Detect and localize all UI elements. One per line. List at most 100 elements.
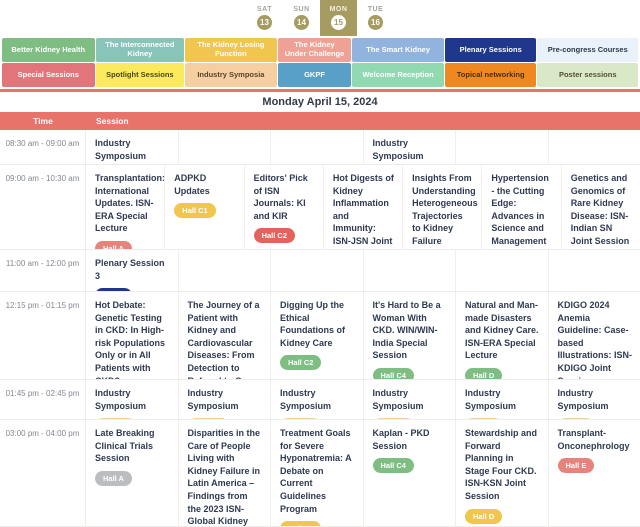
date-tab-sun[interactable]: SUN 14 [283,0,320,36]
legend-chip-gkpf: GKPF [277,63,352,87]
empty-cell [364,250,456,291]
hall-badge: Hall D [465,367,503,379]
session-cell[interactable]: Natural and Man-made Disasters and Kidne… [456,292,549,379]
row-cells: Late Breaking Clinical Trials Session Ha… [86,420,640,526]
empty-cell [456,130,549,164]
hall-badge: Hall A [95,470,132,486]
hall-badge: Hall C2 [253,228,295,244]
col-header-session: Session [96,116,129,126]
session-cell[interactable]: Transplantation: International Updates. … [86,165,166,249]
session-title: Industry Symposium [557,388,609,411]
session-cell[interactable]: Hot Debate: Genetic Testing in CKD: In H… [86,292,179,379]
hall-badge: Hall C3 [280,418,322,419]
date-tab-mon-selected[interactable]: MON 15 [320,0,357,36]
legend-row-2: Special Sessions Spotlight Sessions Indu… [2,63,638,87]
hall-badge: Hall C4 [372,367,414,379]
session-cell[interactable]: Industry Symposium Hall C2 [179,380,271,419]
hall-badge: Hall E [557,458,595,474]
hall-badge: Hall C2 [187,418,229,419]
schedule-row: 01:45 pm - 02:45 pm Industry Symposium H… [0,380,640,420]
legend-chip-topical-networking: Topical networking [444,63,537,87]
time-cell: 08:30 am - 09:00 am [0,130,86,164]
row-cells: Industry Symposium Hall C1 Industry Symp… [86,380,640,419]
empty-cell [179,130,271,164]
session-cell[interactable]: Insights From Understanding Heterogeneou… [403,165,483,249]
session-cell[interactable]: Industry Symposium Hall C4 [364,380,456,419]
session-cell[interactable]: It's Hard to Be a Woman With CKD. WIN/WI… [364,292,456,379]
schedule-row: 08:30 am - 09:00 am Industry Symposium H… [0,130,640,165]
session-cell[interactable]: Industry Symposium Hall D [456,380,549,419]
session-cell[interactable]: Disparities in the Care of People Living… [179,420,271,526]
session-cell[interactable]: Treatment Goals for Severe Hyponatremia:… [271,420,364,526]
row-cells: Hot Debate: Genetic Testing in CKD: In H… [86,292,640,379]
legend-chip-spotlight-sessions: Spotlight Sessions [95,63,185,87]
session-cell[interactable]: Industry Symposium Hall C1 [86,380,179,419]
session-cell[interactable]: Industry Symposium Hall E [549,380,640,419]
date-tab-tue[interactable]: TUE 16 [357,0,394,36]
empty-cell [271,250,364,291]
hall-badge: Hall C3 [280,521,322,526]
session-title: KDIGO 2024 Anemia Guideline: Case-based … [557,300,633,379]
legend-chip-better-kidney-health: Better Kidney Health [2,38,95,62]
empty-cell [549,250,640,291]
schedule-row: 03:00 pm - 04:00 pm Late Breaking Clinic… [0,420,640,527]
session-title: Industry Symposium [465,388,517,411]
legend-chip-special-sessions: Special Sessions [2,63,95,87]
hall-badge: Hall C1 [174,203,216,219]
session-cell[interactable]: Hypertension - the Cutting Edge: Advance… [482,165,562,249]
time-cell: 01:45 pm - 02:45 pm [0,380,86,419]
session-cell[interactable]: Late Breaking Clinical Trials Session Ha… [86,420,179,526]
session-cell[interactable]: Transplant-Onconephrology Hall E [549,420,640,526]
date-tab-number: 16 [368,15,383,30]
hall-badge: Hall C4 [372,418,414,419]
hall-badge: Hall C1 [95,418,137,419]
empty-cell [549,130,640,164]
hall-badge: Hall A [95,240,132,249]
session-title: It's Hard to Be a Woman With CKD. WIN/WI… [372,300,441,361]
session-cell[interactable]: ADPKD Updates Hall C1 [165,165,245,249]
hall-badge: Hall E [557,418,595,419]
session-cell[interactable]: Industry Symposium Hall C3 [271,380,364,419]
session-cell[interactable]: KDIGO 2024 Anemia Guideline: Case-based … [549,292,640,379]
time-cell: 03:00 pm - 04:00 pm [0,420,86,526]
session-title: Industry Symposium [372,138,424,161]
legend-chip-poster-sessions: Poster sessions [537,63,638,87]
date-tab-sat[interactable]: SAT 13 [246,0,283,36]
schedule-row: 09:00 am - 10:30 am Transplantation: Int… [0,165,640,250]
session-title: Industry Symposium [280,388,332,411]
time-cell: 09:00 am - 10:30 am [0,165,86,249]
row-cells: Transplantation: International Updates. … [86,165,640,249]
hall-badge: Hall C4 [372,458,414,474]
empty-cell [179,250,271,291]
session-title: Industry Symposium [95,138,147,161]
session-cell[interactable]: Digging Up the Ethical Foundations of Ki… [271,292,364,379]
session-title: The Journey of a Patient with Kidney and… [187,300,260,379]
hall-badge: Hall D [465,418,503,419]
row-cells: Plenary Session 3 Hall A [86,250,640,291]
session-cell[interactable]: Genetics and Genomics of Rare Kidney Dis… [562,165,640,249]
date-tab-number: 14 [294,15,309,30]
legend-chip-welcome-reception: Welcome Reception [352,63,444,87]
legend-chip-industry-symposia: Industry Symposia [185,63,277,87]
session-title: Digging Up the Ethical Foundations of Ki… [280,300,345,348]
session-title: ADPKD Updates [174,173,210,196]
session-cell[interactable]: Stewardship and Forward Planning in Stag… [456,420,549,526]
session-cell[interactable]: Industry Symposium Hall C3 [364,130,456,164]
session-cell[interactable]: Industry Symposium Hall C2 [86,130,179,164]
session-cell[interactable]: Kaplan - PKD Session Hall C4 [364,420,456,526]
session-title: Hot Digests of Kidney Inflammation and I… [332,173,394,249]
date-tab-label: SUN [293,6,310,13]
session-cell[interactable]: Editors' Pick of ISN Journals: KI and KI… [245,165,324,249]
session-cell[interactable]: Hot Digests of Kidney Inflammation and I… [324,165,404,249]
session-cell[interactable]: The Journey of a Patient with Kidney and… [179,292,271,379]
session-title: Kaplan - PKD Session [372,428,430,451]
session-cell[interactable]: Plenary Session 3 Hall A [86,250,179,291]
date-tab-number: 15 [331,15,346,30]
session-title: Plenary Session 3 [95,258,165,281]
legend-chip-kidney-losing-function: The Kidney Losing Function [185,38,277,62]
col-header-time: Time [33,116,53,126]
session-title: Industry Symposium [187,388,239,411]
session-title: Genetics and Genomics of Rare Kidney Dis… [570,173,630,246]
row-cells: Industry Symposium Hall C2 Industry Symp… [86,130,640,164]
date-tab-number: 13 [257,15,272,30]
